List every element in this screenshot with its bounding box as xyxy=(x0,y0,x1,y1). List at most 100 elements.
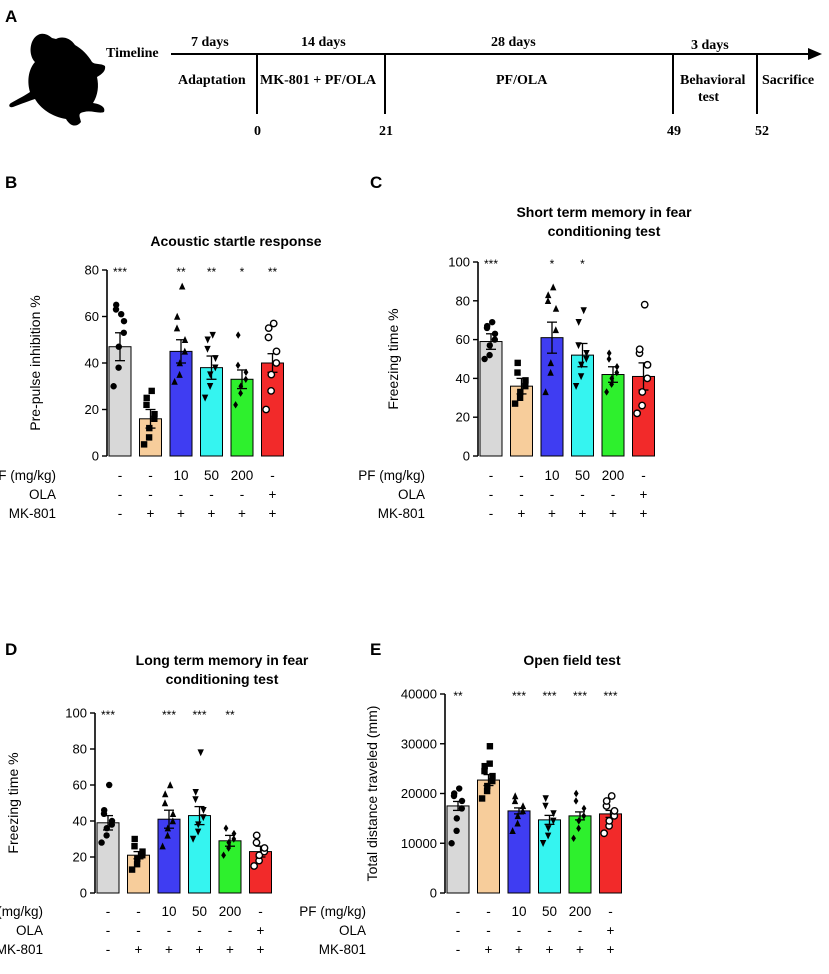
treatment-value: - xyxy=(489,506,494,521)
panel-letter-a: A xyxy=(5,7,17,26)
data-point xyxy=(453,827,460,835)
y-axis-label: Pre-pulse inhibition % xyxy=(27,295,43,430)
timeline-panel: A Timeline 7 days 14 days 28 days 3 days… xyxy=(5,7,822,139)
y-tick-label: 0 xyxy=(80,886,87,901)
data-point xyxy=(451,790,458,797)
treatment-value: + xyxy=(546,942,554,957)
day-mark: 0 xyxy=(254,124,261,139)
significance-label: * xyxy=(240,265,245,279)
treatment-value: - xyxy=(489,487,494,502)
data-point xyxy=(573,797,579,805)
treatment-value: + xyxy=(607,942,615,957)
y-tick-label: 0 xyxy=(463,449,470,464)
treatment-row-label: PF (mg/kg) xyxy=(0,468,56,483)
data-point xyxy=(197,749,204,757)
data-point xyxy=(605,816,614,825)
bar xyxy=(200,367,223,457)
day-mark: 52 xyxy=(755,124,769,139)
data-point xyxy=(542,388,549,396)
data-point xyxy=(212,364,219,372)
significance-label: * xyxy=(550,257,555,271)
treatment-value: - xyxy=(197,923,202,938)
treatment-value: + xyxy=(147,506,155,521)
significance-label: *** xyxy=(573,689,587,703)
data-point xyxy=(514,812,521,820)
data-point xyxy=(174,312,181,320)
treatment-value: - xyxy=(550,487,555,502)
data-point xyxy=(489,772,496,780)
treatment-value: - xyxy=(270,468,275,483)
data-point xyxy=(552,304,560,312)
data-point xyxy=(181,336,189,343)
data-point xyxy=(552,326,559,334)
treatment-row-label: MK-801 xyxy=(9,506,56,521)
data-point xyxy=(145,434,153,441)
data-point xyxy=(571,834,576,842)
data-point xyxy=(106,781,113,789)
treatment-value: - xyxy=(167,923,172,938)
treatment-value: - xyxy=(179,487,184,502)
data-point xyxy=(453,815,460,822)
y-tick-label: 20000 xyxy=(401,786,437,801)
treatment-value: 10 xyxy=(161,904,176,919)
data-point xyxy=(609,374,615,383)
data-point xyxy=(509,827,516,835)
treatment-value: - xyxy=(118,506,123,521)
treatment-value: + xyxy=(518,506,526,521)
data-point xyxy=(159,842,166,850)
data-point xyxy=(269,319,278,328)
y-tick-label: 100 xyxy=(65,706,87,721)
chart-panel-c: C Short term memory in fear conditioning t… xyxy=(358,173,692,521)
data-point xyxy=(103,832,110,839)
bar xyxy=(230,378,254,457)
treatment-row-label: OLA xyxy=(29,487,56,502)
treatment-row-label: OLA xyxy=(339,923,366,938)
treatment-value: - xyxy=(456,942,461,957)
treatment-row-label: MK-801 xyxy=(0,942,43,957)
data-point xyxy=(173,324,181,332)
data-point xyxy=(572,382,580,390)
data-point xyxy=(128,866,136,873)
data-point xyxy=(221,851,226,859)
data-point xyxy=(486,351,493,359)
data-point xyxy=(255,851,264,860)
duration-label: 28 days xyxy=(491,35,536,50)
data-point xyxy=(522,382,529,390)
data-point xyxy=(486,743,494,750)
data-point xyxy=(169,817,176,825)
treatment-row-label: PF (mg/kg) xyxy=(0,904,43,919)
data-point xyxy=(576,824,581,833)
significance-label: *** xyxy=(113,265,127,279)
treatment-value: - xyxy=(209,487,214,502)
data-point xyxy=(481,355,488,363)
treatment-row-label: PF (mg/kg) xyxy=(299,904,366,919)
duration-label: 3 days xyxy=(691,38,729,53)
data-point xyxy=(115,343,123,350)
data-point xyxy=(607,792,616,800)
data-point xyxy=(231,829,237,838)
data-point xyxy=(151,415,158,422)
bar xyxy=(540,337,564,457)
data-point xyxy=(609,380,614,388)
data-point xyxy=(456,785,463,792)
data-point xyxy=(139,848,146,855)
significance-label: ** xyxy=(268,265,278,279)
y-tick-label: 40 xyxy=(73,814,87,829)
data-point xyxy=(161,799,169,807)
data-point xyxy=(206,383,214,390)
data-point xyxy=(238,389,243,397)
data-point xyxy=(544,832,552,840)
data-point xyxy=(604,388,609,396)
treatment-value: + xyxy=(208,506,216,521)
y-axis-label: Freezing time % xyxy=(5,752,21,853)
y-tick-label: 20 xyxy=(73,850,87,865)
y-tick-label: 0 xyxy=(430,886,437,901)
treatment-row-label: OLA xyxy=(16,923,43,938)
significance-label: *** xyxy=(542,689,556,703)
data-point xyxy=(522,377,529,384)
treatment-value: - xyxy=(456,923,461,938)
data-point xyxy=(575,318,582,326)
treatment-value: 200 xyxy=(602,468,625,483)
treatment-value: - xyxy=(580,487,585,502)
treatment-value: + xyxy=(485,942,493,957)
